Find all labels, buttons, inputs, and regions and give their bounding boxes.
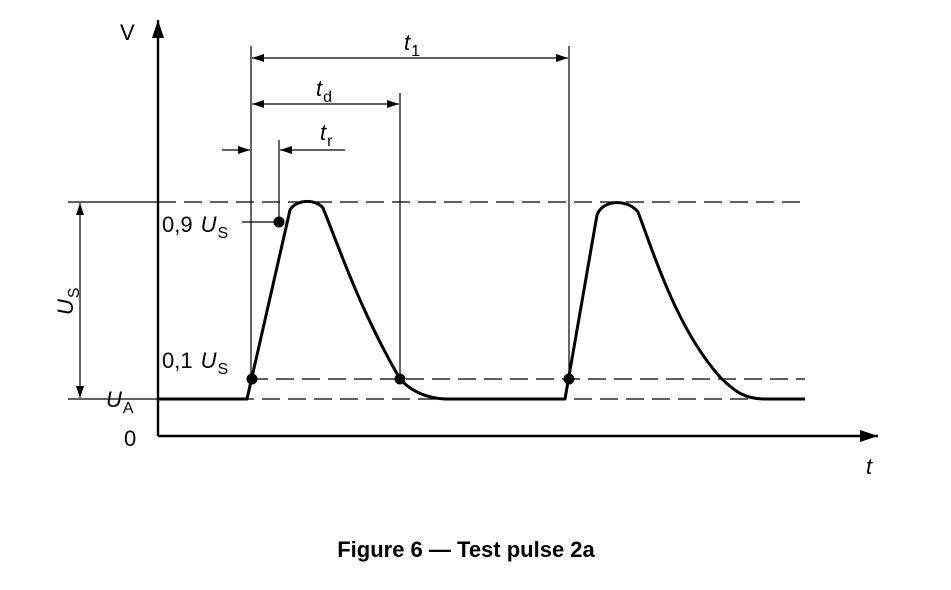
x-axis-label: t — [866, 454, 873, 479]
origin-label: 0 — [124, 426, 136, 451]
us-label: US — [53, 287, 83, 315]
t1-label: t1 — [404, 30, 420, 60]
ten-percent-fall-marker — [394, 373, 406, 385]
tr-label: tr — [320, 120, 333, 150]
td-label: td — [316, 76, 332, 106]
ten-percent-rise-marker — [246, 373, 258, 385]
figure-caption: Figure 6 — Test pulse 2a — [337, 537, 595, 562]
y-axis-label: V — [120, 20, 135, 45]
ten-percent-label: 0,1 US — [162, 348, 228, 378]
ua-label: UA — [106, 387, 134, 417]
ninety-percent-label: 0,9 US — [162, 212, 228, 242]
ninety-percent-marker — [273, 216, 285, 228]
pulse-waveform — [158, 200, 805, 401]
second-pulse-marker — [563, 373, 575, 385]
